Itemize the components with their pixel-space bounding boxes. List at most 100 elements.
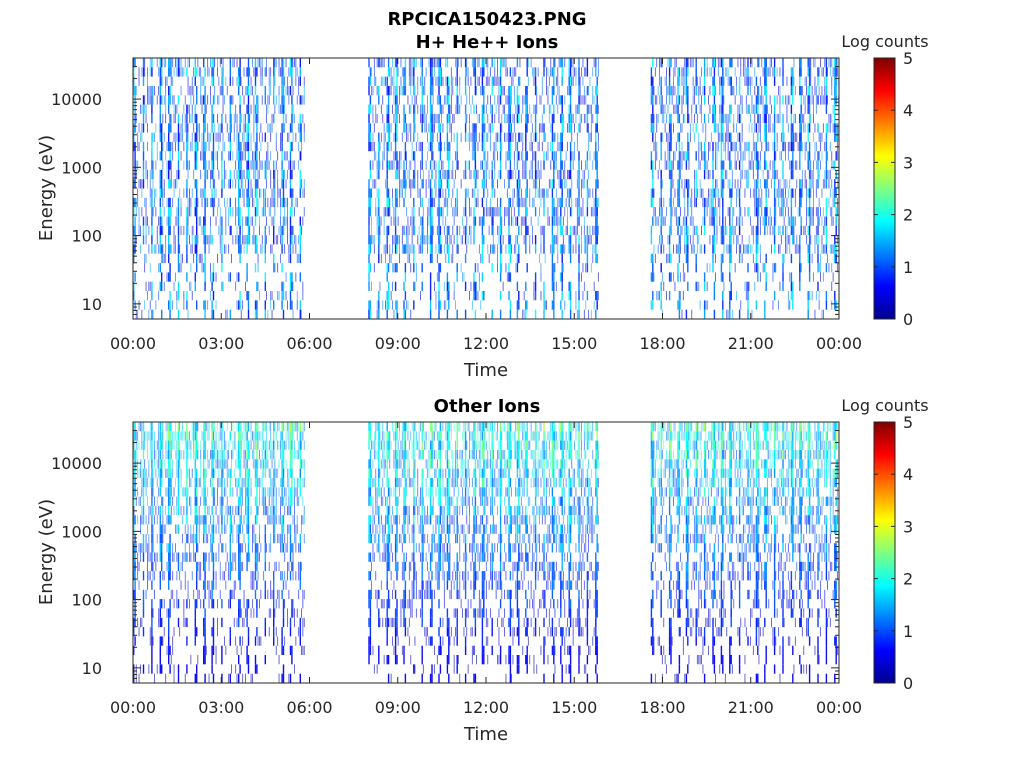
spectrogram-cell: [238, 86, 240, 96]
spectrogram-cell: [818, 291, 820, 301]
spectrogram-cell: [435, 244, 437, 254]
spectrogram-cell: [821, 244, 823, 254]
spectrogram-cell: [790, 76, 793, 86]
spectrogram-cell: [673, 197, 674, 208]
spectrogram-cell: [151, 141, 153, 152]
spectrogram-cell: [254, 141, 257, 152]
spectrogram-cell: [246, 197, 248, 208]
spectrogram-cell: [282, 95, 285, 105]
spectrogram-cell: [553, 272, 555, 282]
spectrogram-cell: [151, 422, 153, 432]
spectrogram-cell: [235, 197, 237, 208]
panel-bottom-spectrogram: [133, 422, 840, 683]
spectrogram-cell: [261, 235, 263, 245]
spectrogram-cell: [487, 207, 489, 217]
spectrogram-cell: [818, 300, 820, 310]
spectrogram-cell: [372, 160, 374, 170]
spectrogram-cell: [593, 244, 595, 254]
spectrogram-cell: [161, 151, 163, 161]
spectrogram-cell: [169, 291, 171, 301]
spectrogram-cell: [221, 151, 223, 161]
spectrogram-cell: [144, 104, 146, 114]
spectrogram-cell: [138, 440, 140, 450]
spectrogram-cell: [712, 235, 714, 245]
spectrogram-cell: [684, 197, 686, 208]
spectrogram-cell: [670, 179, 672, 189]
spectrogram-cell: [499, 67, 502, 77]
spectrogram-cell: [656, 58, 658, 68]
spectrogram-cell: [228, 179, 230, 189]
spectrogram-cell: [512, 197, 514, 208]
spectrogram-cell: [720, 188, 723, 198]
spectrogram-cell: [730, 197, 732, 208]
spectrogram-cell: [173, 281, 175, 291]
spectrogram-cell: [448, 104, 450, 114]
spectrogram-cell: [147, 141, 148, 152]
spectrogram-cell: [780, 197, 782, 208]
spectrogram-cell: [158, 86, 160, 96]
spectrogram-cell: [807, 300, 809, 310]
spectrogram-cell: [740, 151, 742, 161]
spectrogram-cell: [533, 291, 535, 301]
spectrogram-cell: [295, 272, 297, 282]
spectrogram-cell: [140, 244, 141, 254]
spectrogram-cell: [288, 67, 290, 77]
spectrogram-cell: [210, 216, 211, 226]
spectrogram-cell: [134, 235, 136, 245]
spectrogram-cell: [243, 95, 245, 105]
spectrogram-cell: [421, 141, 423, 152]
spectrogram-cell: [277, 291, 279, 301]
spectrogram-cell: [464, 104, 467, 114]
spectrogram-cell: [835, 244, 837, 254]
spectrogram-cell: [734, 160, 736, 170]
spectrogram-cell: [738, 104, 741, 114]
spectrogram-cell: [411, 235, 413, 245]
spectrogram-cell: [254, 300, 257, 310]
spectrogram-cell: [716, 160, 718, 170]
spectrogram-cell: [817, 160, 819, 170]
spectrogram-cell: [177, 216, 180, 226]
spectrogram-cell: [411, 58, 413, 68]
spectrogram-cell: [211, 300, 213, 310]
spectrogram-cell: [148, 86, 150, 96]
spectrogram-cell: [469, 291, 470, 301]
spectrogram-cell: [755, 188, 758, 198]
spectrogram-cell: [505, 160, 507, 170]
spectrogram-cell: [487, 67, 489, 77]
spectrogram-cell: [406, 300, 407, 310]
spectrogram-cell: [142, 608, 145, 618]
spectrogram-cell: [204, 151, 206, 161]
spectrogram-cell: [555, 235, 557, 245]
spectrogram-cell: [469, 95, 470, 105]
spectrogram-cell: [235, 113, 237, 124]
spectrogram-cell: [249, 197, 251, 208]
spectrogram-cell: [804, 141, 806, 152]
spectrogram-cell: [687, 225, 689, 236]
spectrogram-cell: [490, 95, 491, 105]
spectrogram-cell: [522, 309, 524, 319]
spectrogram-cell: [142, 450, 145, 460]
spectrogram-cell: [173, 225, 175, 236]
spectrogram-cell: [427, 216, 428, 226]
spectrogram-cell: [226, 197, 228, 208]
spectrogram-cell: [745, 141, 747, 152]
spectrogram-cell: [373, 141, 375, 152]
spectrogram-cell: [775, 197, 777, 208]
spectrogram-cell: [596, 113, 598, 124]
spectrogram-cell: [467, 67, 469, 77]
spectrogram-cell: [667, 58, 669, 68]
spectrogram-cell: [284, 151, 286, 161]
spectrogram-cell: [155, 468, 157, 478]
spectrogram-cell: [390, 86, 392, 96]
spectrogram-cell: [256, 104, 258, 114]
spectrogram-cell: [522, 197, 524, 208]
spectrogram-cell: [168, 141, 170, 152]
spectrogram-cell: [218, 197, 220, 208]
spectrogram-cell: [656, 141, 658, 152]
spectrogram-cell: [452, 76, 454, 86]
spectrogram-cell: [396, 95, 398, 105]
spectrogram-cell: [156, 496, 158, 506]
spectrogram-cell: [516, 253, 519, 264]
spectrogram-cell: [722, 169, 724, 180]
spectrogram-cell: [211, 272, 213, 282]
